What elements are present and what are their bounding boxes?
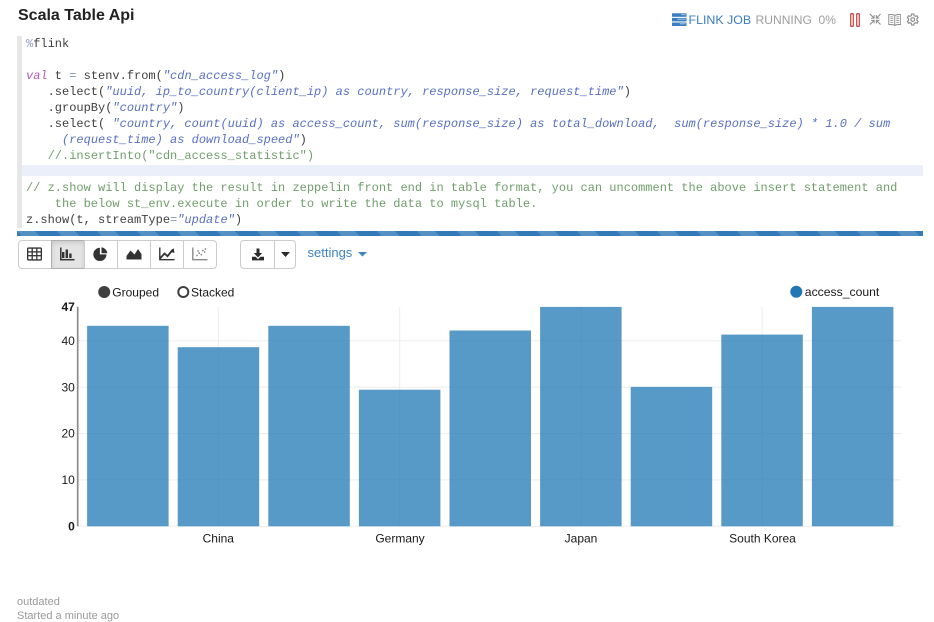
svg-text:access_count: access_count bbox=[805, 285, 880, 299]
svg-text:40: 40 bbox=[61, 334, 75, 348]
svg-text:Stacked: Stacked bbox=[191, 285, 234, 299]
svg-text:10: 10 bbox=[61, 473, 75, 487]
svg-text:South Korea: South Korea bbox=[729, 531, 796, 545]
svg-text:Grouped: Grouped bbox=[112, 285, 159, 299]
svg-text:0: 0 bbox=[68, 520, 75, 534]
svg-text:20: 20 bbox=[61, 427, 75, 441]
svg-text:47: 47 bbox=[61, 300, 75, 314]
svg-text:Germany: Germany bbox=[375, 531, 424, 545]
svg-text:30: 30 bbox=[61, 380, 75, 394]
svg-text:Japan: Japan bbox=[565, 531, 598, 545]
svg-text:China: China bbox=[203, 531, 235, 545]
